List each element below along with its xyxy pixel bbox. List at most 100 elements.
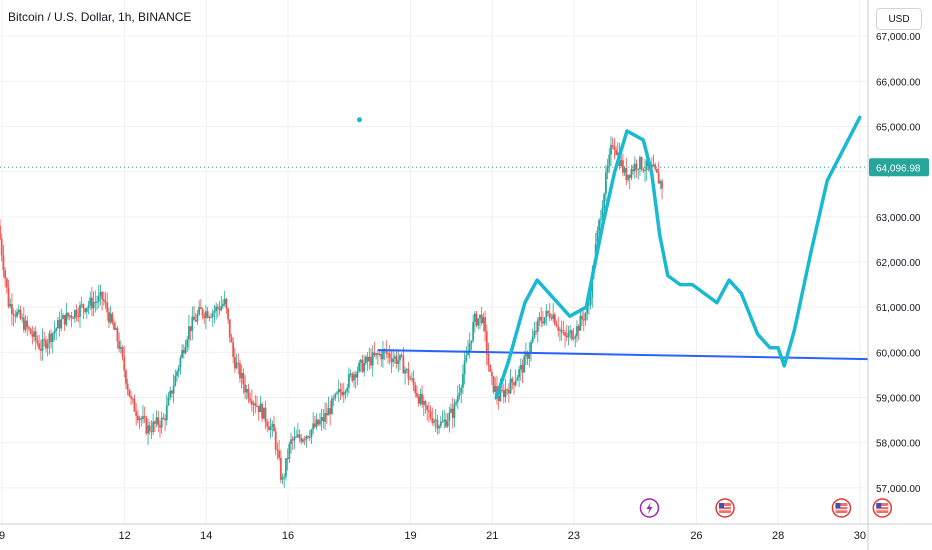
candle-body: [365, 356, 367, 363]
candle-body: [404, 369, 406, 374]
us-flag-icon[interactable]: [715, 498, 735, 518]
candle-body: [656, 169, 658, 173]
candle-body: [467, 351, 469, 356]
candle-body: [475, 313, 478, 326]
us-flag-icon[interactable]: [831, 498, 852, 518]
candle-body: [247, 389, 250, 399]
candle-body: [213, 311, 216, 313]
candle-body: [468, 343, 471, 352]
candle-body: [334, 393, 337, 399]
candle-body: [518, 369, 520, 378]
grid-lines: [0, 0, 868, 524]
drawing-dot[interactable]: [356, 117, 362, 123]
candle-body: [138, 418, 141, 421]
currency-button[interactable]: USD: [876, 8, 922, 30]
candle-body: [128, 389, 131, 397]
candle-body: [249, 398, 252, 401]
candle-body: [203, 315, 206, 319]
candle-body: [552, 314, 555, 319]
candle-body: [363, 362, 366, 372]
candle-body: [325, 413, 328, 416]
candle-body: [462, 374, 464, 388]
projection-drawing[interactable]: [494, 115, 862, 400]
us-flag-icon[interactable]: [872, 498, 893, 518]
candle-body: [439, 421, 442, 427]
candle-body: [250, 400, 253, 405]
price-tick-label: 61,000.00: [876, 303, 921, 314]
candle-body: [201, 309, 204, 316]
candle-body: [509, 378, 512, 394]
candle-body: [130, 396, 132, 399]
candle-body: [472, 321, 475, 341]
candle-body: [438, 426, 441, 429]
candle-body: [622, 160, 624, 173]
candle-body: [628, 174, 631, 178]
candle-body: [393, 356, 396, 359]
candle-body: [330, 398, 333, 415]
candle-body: [327, 408, 330, 416]
candle-body: [576, 326, 578, 337]
candle-body: [131, 398, 134, 400]
candle-body: [142, 416, 144, 420]
candle-body: [652, 164, 655, 167]
candle-body: [392, 358, 395, 363]
candle-body: [295, 436, 298, 438]
candle-body: [16, 311, 18, 317]
candle-body: [184, 346, 187, 354]
candle-body: [26, 320, 29, 328]
candle-body: [12, 313, 15, 316]
candle-body: [615, 149, 618, 155]
candle-body: [526, 353, 529, 359]
candle-body: [268, 426, 270, 431]
candle-body: [417, 396, 420, 404]
candle-body: [434, 419, 437, 421]
candle-body: [155, 417, 158, 424]
candle-body: [548, 313, 551, 318]
candle-body: [109, 313, 112, 323]
candle-body: [506, 389, 509, 391]
lightning-icon[interactable]: [639, 498, 660, 518]
candle-body: [91, 297, 93, 309]
candle-body: [507, 390, 510, 394]
candle-body: [143, 416, 146, 419]
candle-body: [228, 319, 231, 338]
time-axis: 9 12 14 16 19 21 23 26 28 30: [0, 530, 866, 542]
candle-body: [630, 169, 633, 178]
candle-body: [400, 354, 403, 357]
candle-body: [351, 373, 354, 381]
candle-body: [85, 307, 88, 312]
candle-body: [528, 352, 531, 359]
candle-body: [256, 405, 258, 407]
candle-body: [48, 333, 51, 344]
candle-body: [642, 169, 645, 171]
candle-body: [135, 411, 138, 416]
candle-body: [536, 319, 539, 332]
candle-body: [308, 436, 311, 438]
candle-body: [73, 310, 76, 319]
candle-body: [116, 328, 119, 342]
candle-body: [538, 316, 541, 320]
candle-body: [84, 308, 86, 312]
candle-body: [63, 315, 66, 325]
candle-body: [205, 311, 207, 319]
candle-body: [586, 305, 589, 314]
candle-body: [152, 421, 155, 432]
candle-body: [220, 305, 223, 311]
candle-body: [189, 326, 192, 332]
candle-body: [535, 330, 538, 332]
candle-body: [315, 419, 318, 427]
price-tick-label: 63,000.00: [876, 213, 921, 224]
candle-body: [305, 436, 308, 440]
candle-body: [339, 389, 342, 393]
candle-body: [589, 297, 592, 305]
candle-body: [388, 353, 391, 359]
candle-body: [368, 356, 371, 362]
candle-body: [136, 415, 139, 421]
candle-body: [99, 291, 102, 296]
candle-body: [348, 374, 350, 388]
candle-body: [429, 411, 432, 418]
time-tick-label: 28: [772, 530, 784, 542]
candle-body: [497, 395, 500, 401]
candle-body: [569, 330, 572, 333]
